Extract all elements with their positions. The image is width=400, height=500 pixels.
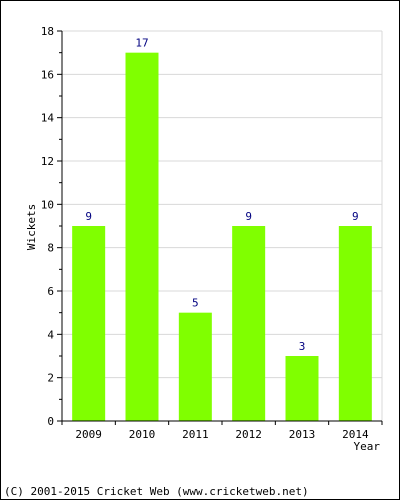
y-tick-label: 14 <box>41 112 55 125</box>
y-tick-label: 6 <box>47 285 54 298</box>
x-axis-ticks: 2009 2010 2011 2012 2013 2014 <box>61 421 383 441</box>
grid-lines <box>62 30 383 421</box>
y-tick-label: 2 <box>47 372 54 385</box>
x-tick-label: 2010 <box>129 428 156 441</box>
bar <box>72 226 106 421</box>
y-tick-label: 0 <box>47 415 54 428</box>
bar <box>125 52 159 422</box>
bar-value-label: 5 <box>192 297 199 310</box>
bars <box>72 52 372 422</box>
y-axis-ticks: 0 2 4 6 8 10 12 14 16 18 <box>41 25 62 428</box>
x-tick-label: 2014 <box>342 428 369 441</box>
y-tick-label: 8 <box>47 242 54 255</box>
bar <box>338 226 372 421</box>
x-tick-label: 2013 <box>289 428 316 441</box>
y-tick-label: 4 <box>47 328 54 341</box>
bar-value-label: 3 <box>299 340 306 353</box>
bar-value-label: 9 <box>85 210 92 223</box>
bar-value-label: 9 <box>352 210 359 223</box>
y-tick-label: 16 <box>41 68 54 81</box>
x-tick-label: 2009 <box>75 428 102 441</box>
axes <box>61 31 382 422</box>
bar-value-label: 9 <box>245 210 252 223</box>
value-labels: 9 17 5 9 3 9 <box>85 37 358 353</box>
x-tick-label: 2011 <box>182 428 209 441</box>
bar <box>178 312 212 421</box>
bar <box>232 226 266 421</box>
copyright-footer: (C) 2001-2015 Cricket Web (www.cricketwe… <box>4 485 309 498</box>
y-tick-label: 18 <box>41 25 54 38</box>
x-axis-label: Year <box>354 440 381 453</box>
bar-value-label: 17 <box>135 37 148 50</box>
y-tick-label: 10 <box>41 198 54 211</box>
bar <box>285 356 319 421</box>
y-tick-label: 12 <box>41 155 54 168</box>
y-axis-label: Wickets <box>25 204 38 250</box>
x-tick-label: 2012 <box>235 428 262 441</box>
